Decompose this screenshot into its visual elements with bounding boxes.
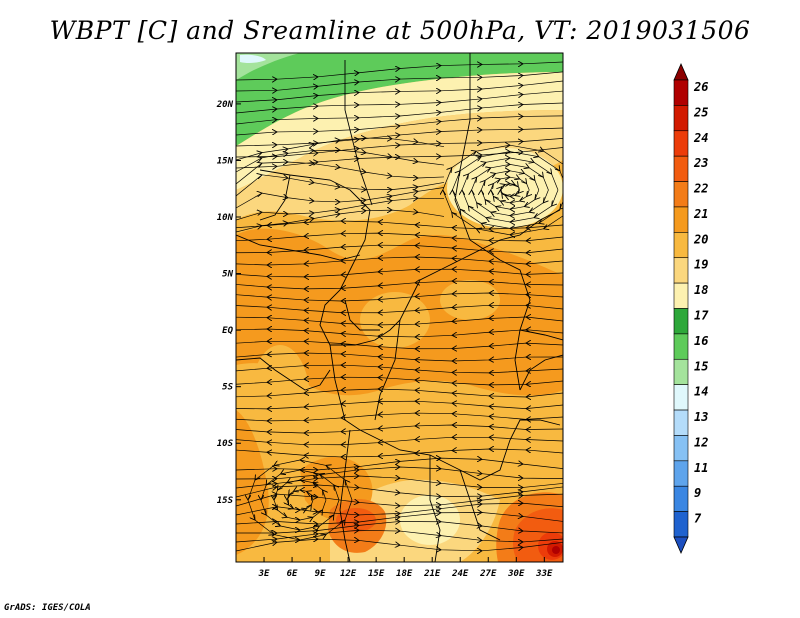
x-tick-label: 18E xyxy=(396,569,413,579)
patch-20a xyxy=(360,292,430,348)
colorbar-swatch xyxy=(673,409,689,436)
colorbar-swatch xyxy=(673,485,689,512)
streamline xyxy=(236,437,563,444)
plot-frame xyxy=(235,52,564,563)
colorbar-swatch xyxy=(673,232,689,259)
y-tick-label: 5N xyxy=(222,270,233,280)
colorbar-swatch xyxy=(673,257,689,284)
colorbar-swatch xyxy=(673,333,689,360)
colorbar-label: 11 xyxy=(694,461,708,475)
x-axis: 3E 6E 9E 12E 15E 18E 21E 24E 27E 30E 33E xyxy=(258,557,553,579)
streamline xyxy=(236,257,563,265)
colorbar-label: 14 xyxy=(694,385,708,399)
y-tick-label: 15S xyxy=(217,496,234,506)
streamline xyxy=(236,281,563,289)
x-tick-label: 15E xyxy=(368,569,385,579)
y-tick-label: 5S xyxy=(222,383,233,393)
colorbar-swatch xyxy=(673,155,689,182)
x-tick-label: 3E xyxy=(258,569,270,579)
colorbar-label: 7 xyxy=(694,512,702,526)
colorbar-swatch xyxy=(673,181,689,208)
x-tick-label: 27E xyxy=(479,569,497,579)
wbpt-shading xyxy=(236,53,563,562)
colorbar-label: 17 xyxy=(694,309,709,323)
streamline xyxy=(236,353,563,361)
streamline xyxy=(236,413,563,421)
streamline xyxy=(236,449,563,457)
streamline xyxy=(248,460,353,540)
streamline xyxy=(236,377,563,385)
colorbar-label: 23 xyxy=(693,156,708,170)
y-tick-label: 10S xyxy=(217,439,234,449)
streamline xyxy=(236,401,563,409)
streamline xyxy=(236,305,563,313)
colorbar-label: 12 xyxy=(694,435,708,449)
streamline xyxy=(236,245,563,253)
colorbar-label: 13 xyxy=(694,410,708,424)
colorbar-top-arrow xyxy=(673,63,689,81)
colorbar-label: 9 xyxy=(694,486,701,500)
colorbar-swatch xyxy=(673,435,689,462)
streamlines xyxy=(236,62,563,551)
x-tick-label: 30E xyxy=(507,569,525,579)
colorbar-label: 25 xyxy=(693,105,708,119)
colorbar-label: 21 xyxy=(693,207,708,221)
colorbar-label: 15 xyxy=(694,359,708,373)
streamline xyxy=(236,221,563,229)
south-pale-core xyxy=(400,495,460,545)
streamline xyxy=(236,317,563,325)
colorbar-bottom-arrow xyxy=(673,536,689,554)
grads-credit: GrADS: IGES/COLA xyxy=(4,603,91,613)
x-tick-label: 21E xyxy=(423,569,441,579)
colorbar-label: 22 xyxy=(693,182,708,196)
colorbar-label: 20 xyxy=(693,232,708,246)
streamline xyxy=(236,233,563,241)
streamline xyxy=(236,269,563,277)
x-tick-label: 33E xyxy=(535,569,553,579)
streamline xyxy=(236,389,563,397)
streamline xyxy=(236,175,445,197)
y-axis: 20N 15N 10N 5N EQ 5S 10S 15S xyxy=(216,100,241,506)
colorbar-swatch xyxy=(673,384,689,411)
colorbar-swatch xyxy=(673,206,689,233)
y-tick-label: 15N xyxy=(217,156,234,166)
streamline xyxy=(443,145,563,235)
colorbar-swatch xyxy=(673,511,689,538)
map-title: WBPT [C] and Sreamline at 500hPa, VT: 20… xyxy=(49,16,751,45)
x-tick-label: 6E xyxy=(287,569,298,579)
colorbar-swatch xyxy=(673,358,689,385)
colorbar: 26 25 24 23 22 21 20 19 18 17 16 15 14 13 12 11 9 7 xyxy=(673,63,709,554)
colorbar-swatch xyxy=(673,130,689,157)
colorbar-label: 19 xyxy=(694,258,708,272)
streamline xyxy=(236,329,563,337)
colorbar-swatch xyxy=(673,79,689,106)
x-tick-label: 24E xyxy=(451,569,469,579)
colorbar-label: 26 xyxy=(693,80,708,94)
coldest-spot xyxy=(240,54,266,64)
y-tick-label: 10N xyxy=(217,213,234,223)
colorbar-label: 24 xyxy=(693,131,708,145)
patch-20b xyxy=(440,280,500,320)
y-tick-label: 20N xyxy=(216,100,234,110)
colorbar-swatch xyxy=(673,105,689,132)
streamline xyxy=(236,425,563,433)
colorbar-swatch xyxy=(673,282,689,309)
colorbar-label: 16 xyxy=(694,334,708,348)
colorbar-label: 18 xyxy=(694,283,708,297)
x-tick-label: 12E xyxy=(340,569,357,579)
streamline xyxy=(236,293,563,301)
streamline xyxy=(236,341,563,348)
colorbar-swatch xyxy=(673,460,689,487)
cyclone-pale xyxy=(447,148,563,228)
patch-20c xyxy=(250,345,310,455)
x-tick-label: 9E xyxy=(315,569,326,579)
y-tick-label: EQ xyxy=(222,326,233,336)
colorbar-swatch xyxy=(673,308,689,335)
streamline xyxy=(236,365,563,373)
se-hotspot-26 xyxy=(552,546,560,554)
